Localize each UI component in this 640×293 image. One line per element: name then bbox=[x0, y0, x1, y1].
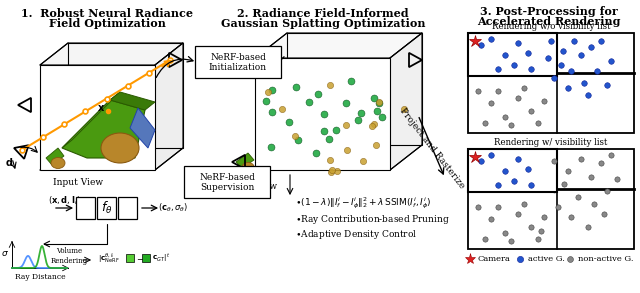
Text: $(\mathbf{c}_\theta, \sigma_\theta)$: $(\mathbf{c}_\theta, \sigma_\theta)$ bbox=[158, 202, 188, 214]
Text: $\mathbf{c}_{GT}|^t$: $\mathbf{c}_{GT}|^t$ bbox=[152, 251, 170, 265]
Text: $\bullet$Ray Contribution-based Pruning: $\bullet$Ray Contribution-based Pruning bbox=[295, 213, 450, 226]
Text: Volume
Rendering: Volume Rendering bbox=[51, 247, 88, 265]
Text: Field Optimization: Field Optimization bbox=[49, 18, 165, 29]
Ellipse shape bbox=[101, 133, 139, 163]
Text: $\mathbf{x}$: $\mathbf{x}$ bbox=[97, 103, 105, 113]
Text: Camera: Camera bbox=[478, 255, 511, 263]
Polygon shape bbox=[46, 148, 64, 165]
Polygon shape bbox=[255, 33, 422, 58]
Polygon shape bbox=[390, 33, 422, 170]
Text: $\sigma$: $\sigma$ bbox=[1, 248, 9, 258]
Bar bbox=[126, 254, 134, 262]
Text: Initialization: Initialization bbox=[209, 64, 267, 72]
Text: 2. Radiance Field-Informed: 2. Radiance Field-Informed bbox=[237, 8, 409, 19]
Polygon shape bbox=[62, 100, 145, 158]
Bar bbox=[468, 149, 634, 249]
Text: $f_\theta$: $f_\theta$ bbox=[101, 200, 113, 216]
Bar bbox=[468, 33, 634, 133]
Text: 3. Post-Processing for: 3. Post-Processing for bbox=[480, 6, 618, 17]
Text: $\bullet$Adaptive Density Control: $\bullet$Adaptive Density Control bbox=[295, 228, 417, 241]
Bar bbox=[468, 149, 557, 192]
Polygon shape bbox=[255, 58, 390, 170]
Text: Input View: Input View bbox=[53, 178, 103, 187]
Polygon shape bbox=[236, 153, 254, 168]
Text: non-active G.: non-active G. bbox=[578, 255, 634, 263]
Text: $\bullet(1-\lambda)\|I_f^i - I_\phi^i\|_2^2 + \lambda\,\mathrm{SSIM}(I_f^i, I_\p: $\bullet(1-\lambda)\|I_f^i - I_\phi^i\|_… bbox=[295, 195, 431, 211]
Text: Gaussian Splatting Optimization: Gaussian Splatting Optimization bbox=[221, 18, 425, 29]
Text: NeRF-based: NeRF-based bbox=[199, 173, 255, 181]
Text: $(\mathbf{x}, \mathbf{d}, \mathbf{l}_i)$: $(\mathbf{x}, \mathbf{d}, \mathbf{l}_i)$ bbox=[48, 195, 80, 207]
Text: $-$: $-$ bbox=[136, 254, 144, 262]
Polygon shape bbox=[40, 43, 183, 65]
Text: Rendering w/ visibility list: Rendering w/ visibility list bbox=[494, 138, 608, 147]
Polygon shape bbox=[40, 65, 155, 170]
Text: Input View: Input View bbox=[227, 182, 277, 191]
Text: Rendering w/o visibility list: Rendering w/o visibility list bbox=[492, 22, 611, 31]
Bar bbox=[76, 197, 95, 219]
Text: Supervision: Supervision bbox=[200, 183, 254, 193]
FancyBboxPatch shape bbox=[195, 46, 281, 78]
Text: $|\mathbf{c}^{\theta,l_i}_{\mathrm{NeRF}}$: $|\mathbf{c}^{\theta,l_i}_{\mathrm{NeRF}… bbox=[98, 251, 120, 265]
Polygon shape bbox=[62, 92, 120, 148]
Text: active G.: active G. bbox=[528, 255, 565, 263]
Polygon shape bbox=[130, 108, 155, 148]
Text: Project and Rasterize: Project and Rasterize bbox=[398, 106, 466, 190]
Bar bbox=[468, 33, 557, 76]
Text: NeRF-based: NeRF-based bbox=[210, 52, 266, 62]
FancyBboxPatch shape bbox=[184, 166, 270, 198]
Ellipse shape bbox=[242, 163, 254, 171]
Polygon shape bbox=[110, 92, 155, 110]
Bar bbox=[142, 254, 150, 262]
Polygon shape bbox=[155, 43, 183, 170]
Text: Ray Distance: Ray Distance bbox=[15, 273, 65, 281]
Text: $\mathbf{d}$: $\mathbf{d}$ bbox=[5, 156, 13, 168]
Bar bbox=[97, 197, 116, 219]
Bar bbox=[118, 197, 137, 219]
Text: Accelerated Rendering: Accelerated Rendering bbox=[477, 16, 621, 27]
Text: 1.  Robust Neural Radiance: 1. Robust Neural Radiance bbox=[21, 8, 193, 19]
Ellipse shape bbox=[51, 158, 65, 168]
